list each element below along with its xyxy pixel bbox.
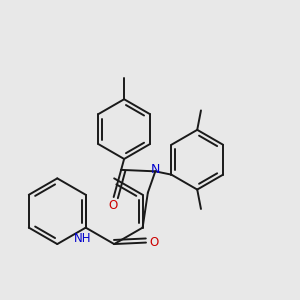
Text: O: O bbox=[150, 236, 159, 249]
Text: O: O bbox=[108, 200, 118, 212]
Text: N: N bbox=[151, 164, 160, 176]
Text: NH: NH bbox=[74, 232, 92, 244]
